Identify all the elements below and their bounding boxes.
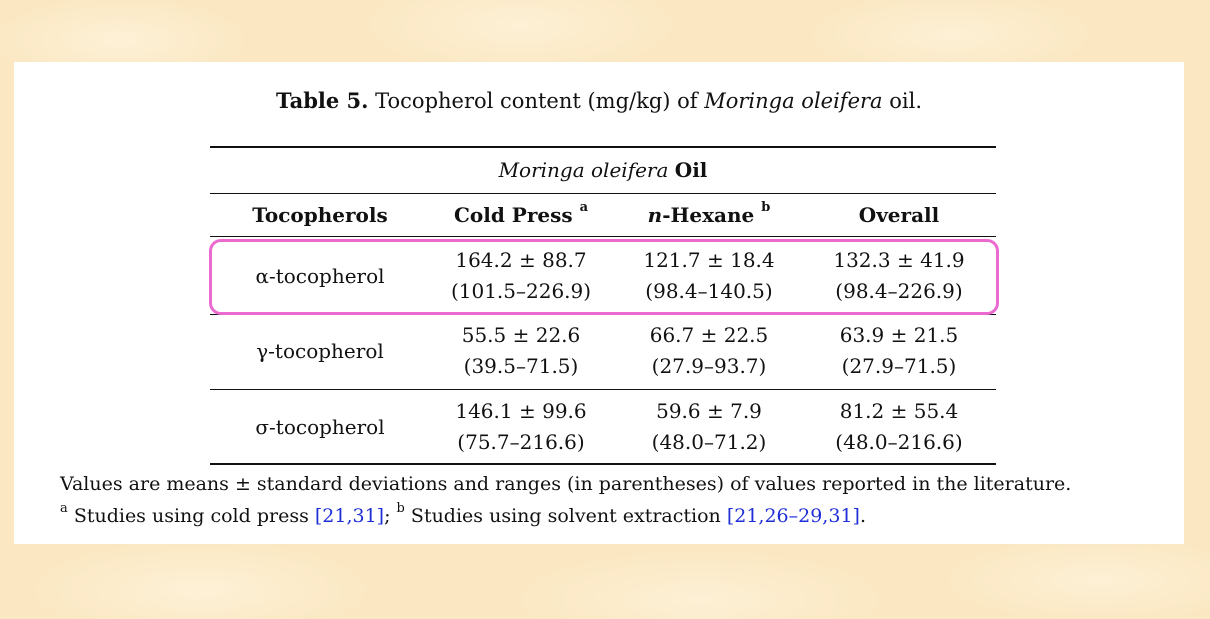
cell-sigma-cold-press: 146.1 ± 99.6 (75.7–216.6) <box>455 399 587 454</box>
document-page: Table 5. Tocopherol content (mg/kg) of M… <box>14 62 1184 544</box>
ref-link-a[interactable]: [21,31] <box>314 505 385 527</box>
header-rule <box>210 236 996 237</box>
cell-gamma-n-hexane: 66.7 ± 22.5 (27.9–93.7) <box>649 323 769 378</box>
col-header-n-hexane: n-Hexane b <box>647 200 771 227</box>
group-header: Moringa oleifera Oil <box>210 158 996 182</box>
col-header-tocopherols: Tocopherols <box>252 203 388 227</box>
table-footnote: Values are means ± standard deviations a… <box>60 473 1072 495</box>
col-header-overall: Overall <box>858 203 940 227</box>
table-footnote-refs: a Studies using cold press [21,31]; b St… <box>60 500 866 527</box>
row-rule-2 <box>210 389 996 390</box>
cell-gamma-cold-press: 55.5 ± 22.6 (39.5–71.5) <box>461 323 581 378</box>
bottom-rule <box>210 463 996 465</box>
caption-text-pre: Tocopherol content (mg/kg) of <box>375 89 698 113</box>
caption-text-post: oil. <box>889 89 923 113</box>
col-header-n-hexane-sup: b <box>761 200 771 216</box>
cell-alpha-cold-press: 164.2 ± 88.7 (101.5–226.9) <box>450 248 592 303</box>
group-header-species: Moringa oleifera <box>498 158 669 182</box>
top-rule <box>210 146 996 148</box>
cell-sigma-overall: 81.2 ± 55.4 (48.0–216.6) <box>835 399 963 454</box>
cell-gamma-overall: 63.9 ± 21.5 (27.9–71.5) <box>839 323 959 378</box>
row-name-gamma: γ-tocopherol <box>256 339 384 363</box>
cell-alpha-overall: 132.3 ± 41.9 (98.4–226.9) <box>833 248 965 303</box>
ref-link-b[interactable]: [21,26–29,31] <box>726 505 860 527</box>
cell-alpha-n-hexane: 121.7 ± 18.4 (98.4–140.5) <box>643 248 775 303</box>
row-highlight-box <box>209 239 999 315</box>
caption-label: Table 5. <box>275 88 369 113</box>
table-caption: Table 5. Tocopherol content (mg/kg) of M… <box>14 88 1184 113</box>
col-header-cold-press: Cold Press a <box>453 200 589 227</box>
caption-species: Moringa oleifera <box>704 89 883 113</box>
row-name-sigma: σ-tocopherol <box>255 415 385 439</box>
cell-sigma-n-hexane: 59.6 ± 7.9 (48.0–71.2) <box>651 399 767 454</box>
group-header-plain: Oil <box>674 158 708 182</box>
group-rule <box>210 193 996 194</box>
row-name-alpha: α-tocopherol <box>255 264 385 288</box>
col-header-cold-press-sup: a <box>579 200 589 216</box>
